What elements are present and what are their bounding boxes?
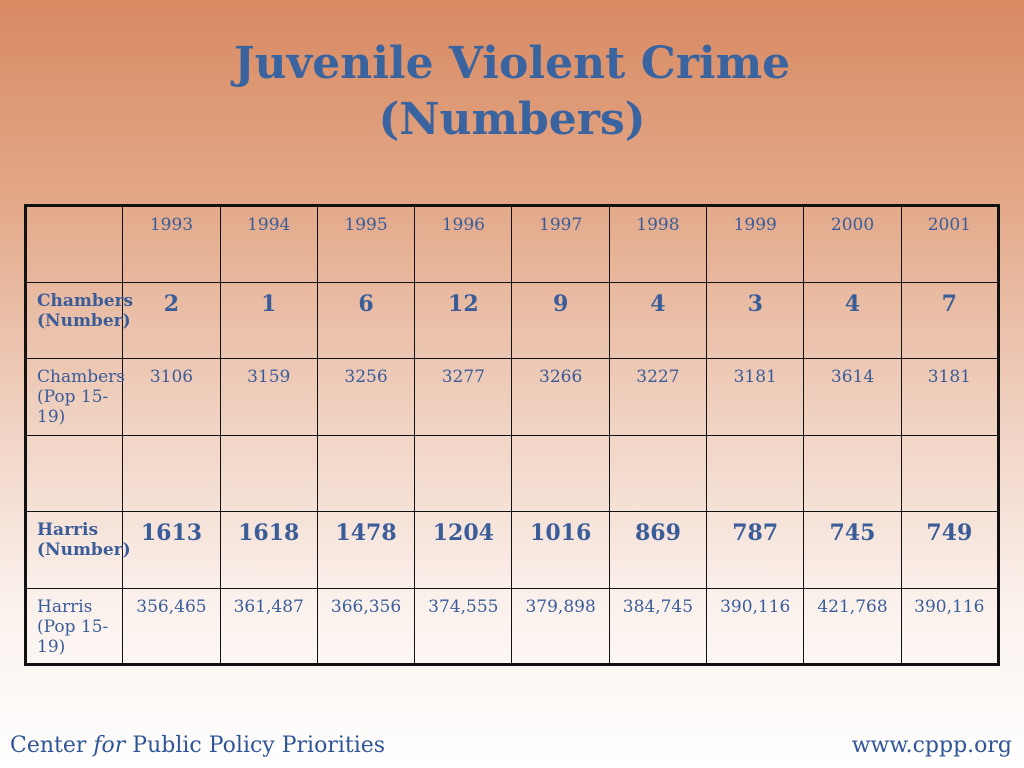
table-cell: 749 <box>900 511 1000 589</box>
table-cell <box>608 434 708 512</box>
table-cell <box>706 434 805 512</box>
table-cell: 3266 <box>511 358 610 436</box>
table-cell: 745 <box>803 511 902 589</box>
row-label: Chambers (Pop 15-19) <box>24 358 125 436</box>
table-cell: 4 <box>803 281 902 359</box>
table-row: Chambers (Pop 15-19) 3106 3159 3256 3277 3266… <box>24 358 1000 436</box>
year-header: 1995 <box>316 205 416 283</box>
table-cell: 3227 <box>608 358 708 436</box>
table-cell: 379,898 <box>511 587 610 665</box>
footer-org-pre: Center <box>10 733 94 758</box>
title-line-1: Juvenile Violent Crime <box>233 38 791 89</box>
table-cell: 12 <box>414 281 513 359</box>
table-cell: 1478 <box>316 511 416 589</box>
table-cell <box>316 434 416 512</box>
table-cell: 869 <box>608 511 708 589</box>
table-body: 1993 1994 1995 1996 1997 1998 1999 2000 2001 Cham… <box>24 205 1000 665</box>
table-cell <box>803 434 902 512</box>
row-label: Harris (Number) <box>24 511 131 589</box>
table-row: Chambers (Number) 2 1 6 12 9 4 3 4 7 <box>24 281 1000 359</box>
footer-organization: Center for Public Policy Priorities <box>10 733 385 758</box>
table-cell: 3 <box>706 281 805 359</box>
crime-table: 1993 1994 1995 1996 1997 1998 1999 2000 2001 Cham… <box>24 204 1000 666</box>
row-label: Harris (Pop 15-19) <box>24 587 124 665</box>
table-row <box>24 434 1000 512</box>
table-cell: 6 <box>316 281 416 359</box>
table-cell: 1618 <box>219 511 318 589</box>
table-cell: 1 <box>219 281 318 359</box>
table-cell: 9 <box>511 281 610 359</box>
table-cell <box>511 434 610 512</box>
table-row: Harris (Pop 15-19) 356,465 361,487 366,356 3… <box>24 587 1000 665</box>
year-header: 1999 <box>706 205 805 283</box>
table-cell: 2 <box>122 281 221 359</box>
year-header: 1998 <box>608 205 708 283</box>
table-cell: 384,745 <box>608 587 708 665</box>
table-cell: 1204 <box>414 511 513 589</box>
table-row: Harris (Number) 1613 1618 1478 1204 1016 869 78… <box>24 511 1000 589</box>
table-cell: 4 <box>608 281 708 359</box>
table-cell: 3181 <box>900 358 1000 436</box>
footer-org-italic: for <box>93 733 126 758</box>
footer-org-post: Public Policy Priorities <box>125 733 386 758</box>
year-header: 1996 <box>414 205 513 283</box>
table-cell: 3614 <box>803 358 902 436</box>
table-cell: 366,356 <box>316 587 416 665</box>
title-line-2: (Numbers) <box>378 94 646 145</box>
row-label <box>24 434 124 512</box>
header-corner-cell <box>24 205 124 283</box>
header-row: 1993 1994 1995 1996 1997 1998 1999 2000 2001 <box>24 205 1000 283</box>
year-header: 1997 <box>511 205 610 283</box>
row-label: Chambers (Number) <box>24 281 133 359</box>
table-cell <box>900 434 1000 512</box>
table-cell: 356,465 <box>122 587 221 665</box>
table-cell: 361,487 <box>219 587 318 665</box>
table-cell: 3181 <box>706 358 805 436</box>
table-cell <box>414 434 513 512</box>
table-cell: 421,768 <box>803 587 902 665</box>
table-cell: 7 <box>900 281 1000 359</box>
year-header: 1993 <box>122 205 221 283</box>
table-cell: 374,555 <box>414 587 513 665</box>
table-cell: 3159 <box>219 358 318 436</box>
slide-title: Juvenile Violent Crime (Numbers) <box>0 36 1024 148</box>
table-cell: 390,116 <box>706 587 805 665</box>
table-cell: 390,116 <box>900 587 1000 665</box>
table-cell <box>122 434 221 512</box>
table-cell: 3256 <box>316 358 416 436</box>
table-cell <box>219 434 318 512</box>
year-header: 2001 <box>900 205 1000 283</box>
table-cell: 3106 <box>122 358 221 436</box>
table-cell: 1613 <box>122 511 221 589</box>
year-header: 1994 <box>219 205 318 283</box>
year-header: 2000 <box>803 205 902 283</box>
footer-url[interactable]: www.cppp.org <box>851 733 1012 758</box>
table-cell: 3277 <box>414 358 513 436</box>
table-cell: 787 <box>706 511 805 589</box>
table-cell: 1016 <box>511 511 610 589</box>
